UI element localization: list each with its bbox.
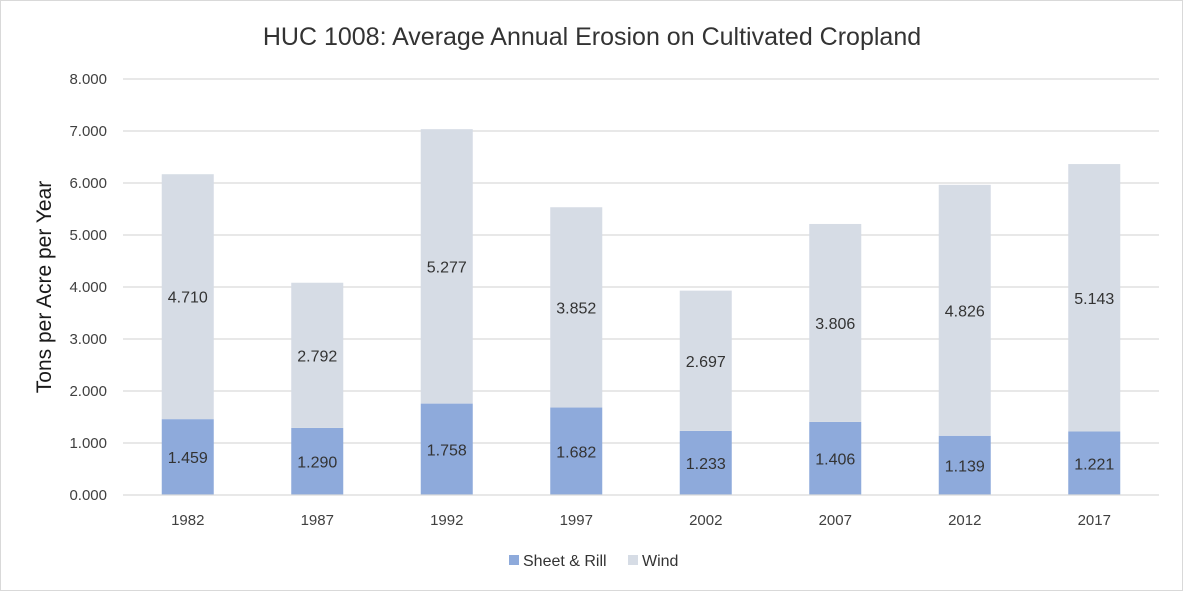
axes: 0.000 1.000 2.000 3.000 4.000 5.000 6.000 7.000… [69,71,1159,529]
x-tick-label: 2007 [819,512,852,529]
data-label: 3.852 [556,300,596,317]
data-label: 1.221 [1074,456,1114,473]
x-tick-label: 1982 [171,512,204,529]
bar-wind-2007 [809,223,862,422]
bar-wind-2017 [1068,164,1121,432]
legend-sheet-rill-label: Sheet & Rill [523,553,607,570]
data-label: 5.143 [1074,291,1114,308]
legend-sheet-rill-swatch [509,555,519,565]
bar-wind-2012 [938,184,991,436]
bar-wind-1987 [291,282,344,428]
y-tick-label: 7.000 [69,123,107,140]
data-label: 1.290 [297,454,337,471]
x-tick-label: 2012 [948,512,981,529]
x-tick-label: 1987 [301,512,334,529]
legend: Sheet & Rill Wind [509,553,678,570]
data-label: 3.806 [815,316,855,333]
bar-sheet-rill-2002 [679,430,732,495]
bar-wind-1982 [161,174,214,420]
bar-sheet-rill-1987 [291,427,344,495]
bar-wind-1992 [420,129,473,404]
bar-sheet-rill-1982 [161,419,214,495]
data-label: 1.233 [686,456,726,473]
data-label: 1.139 [945,458,985,475]
gridlines [123,78,1159,444]
data-label: 2.697 [686,354,726,371]
bars [161,129,1121,495]
data-label: 5.277 [427,259,467,276]
data-labels: 1.459 4.710 1.290 2.792 1.758 5.277 1.682 3.852… [168,259,1115,475]
x-tick-label: 2017 [1078,512,1111,529]
x-tick-label: 1997 [560,512,593,529]
legend-wind-label: Wind [642,553,678,570]
data-label: 1.682 [556,444,596,461]
y-tick-label: 2.000 [69,383,107,400]
data-label: 1.406 [815,451,855,468]
data-label: 4.710 [168,290,208,307]
y-tick-label: 6.000 [69,175,107,192]
y-tick-label: 0.000 [69,487,107,504]
bar-sheet-rill-2017 [1068,431,1121,495]
y-axis-title: Tons per Acre per Year [33,181,56,393]
bar-wind-2002 [679,290,732,431]
y-tick-label: 1.000 [69,435,107,452]
data-label: 2.792 [297,348,337,365]
data-label: 1.459 [168,450,208,467]
bar-sheet-rill-2012 [938,435,991,495]
data-label: 1.758 [427,442,467,459]
y-tick-label: 4.000 [69,279,107,296]
x-tick-label: 2002 [689,512,722,529]
data-label: 4.826 [945,303,985,320]
legend-wind-swatch [628,555,638,565]
bar-sheet-rill-1997 [550,407,603,495]
y-tick-label: 3.000 [69,331,107,348]
y-tick-label: 8.000 [69,71,107,88]
x-tick-label: 1992 [430,512,463,529]
chart-title: HUC 1008: Average Annual Erosion on Cult… [263,23,921,51]
bar-wind-1997 [550,207,603,408]
bar-sheet-rill-1992 [420,403,473,495]
bar-sheet-rill-2007 [809,421,862,495]
y-tick-label: 5.000 [69,227,107,244]
